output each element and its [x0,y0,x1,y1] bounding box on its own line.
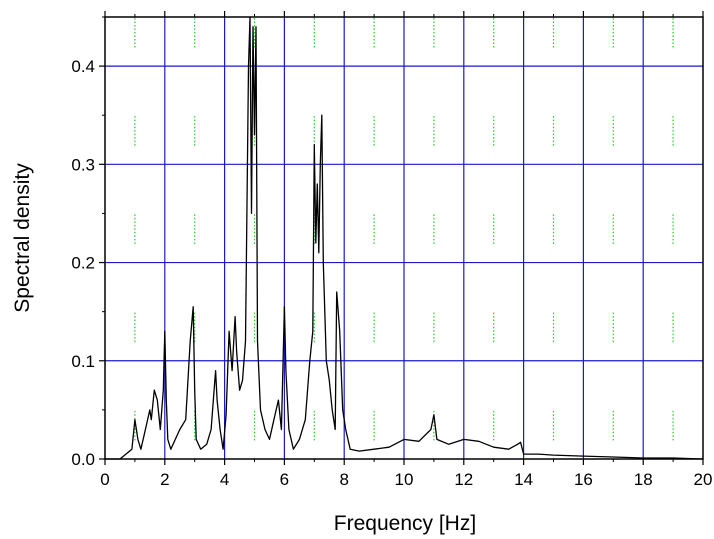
y-tick-label: 0.1 [71,352,95,371]
x-tick-label: 2 [160,470,169,489]
x-tick-label: 12 [454,470,473,489]
x-tick-label: 10 [395,470,414,489]
x-tick-label: 18 [634,470,653,489]
grid-lines [105,17,703,459]
x-tick-label: 8 [339,470,348,489]
y-tick-label: 0.4 [71,57,95,76]
x-tick-label: 20 [694,470,713,489]
tick-labels: 0 2 4 6 8 10 12 14 16 18 20 0.0 0.1 0.2 0.3 0.4 [71,57,712,489]
x-tick-label: 0 [100,470,109,489]
y-tick-label: 0.3 [71,155,95,174]
y-tick-label: 0.2 [71,254,95,273]
axis-ticks [99,11,704,465]
x-tick-label: 4 [220,470,229,489]
series-layer [105,16,704,460]
y-tick-label: 0.0 [71,450,95,469]
x-tick-label: 16 [574,470,593,489]
x-tick-label: 14 [514,470,533,489]
y-axis-title: Spectral density [11,163,34,313]
x-axis-title: Frequency [Hz] [334,512,476,535]
spectrum-series-line [105,16,704,460]
x-tick-label: 6 [280,470,289,489]
